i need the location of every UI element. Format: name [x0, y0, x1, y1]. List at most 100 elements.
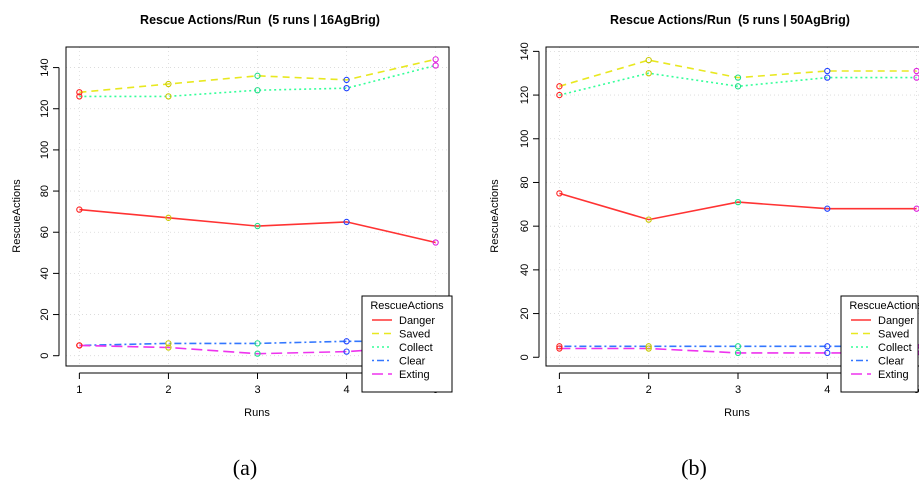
plot-frame	[545, 46, 919, 367]
data-point-saved	[556, 83, 563, 90]
data-point-clear	[824, 343, 831, 350]
data-point-saved	[432, 56, 439, 63]
data-point-saved	[645, 56, 652, 64]
data-point-clear	[556, 343, 563, 350]
data-point-saved	[343, 76, 350, 84]
y-tick-label: 120	[519, 86, 531, 104]
chart-a: 12345020406080100120140Rescue Actions/Ru…	[11, 13, 453, 419]
y-tick-label: 120	[39, 100, 51, 118]
y-tick-label: 80	[519, 176, 531, 188]
data-point-collect	[343, 85, 350, 92]
series-line-collect	[559, 72, 917, 96]
legend-label-saved: Saved	[878, 329, 909, 341]
plot-frame	[65, 46, 450, 367]
x-axis-label: Runs	[724, 407, 750, 419]
data-point-danger	[734, 198, 742, 206]
x-axis-label: Runs	[244, 407, 270, 419]
panel-caption-a: (a)	[205, 455, 285, 481]
data-point-saved	[734, 74, 742, 81]
data-point-collect	[254, 87, 261, 94]
y-tick-label: 60	[39, 226, 51, 238]
x-tick-label: 1	[556, 384, 562, 396]
y-tick-label: 0	[39, 353, 51, 359]
legend-label-collect: Collect	[399, 342, 433, 354]
legend-label-saved: Saved	[399, 329, 430, 341]
data-point-collect	[165, 93, 172, 100]
data-point-danger	[824, 205, 831, 212]
data-point-danger	[76, 206, 83, 213]
data-point-danger	[254, 222, 261, 230]
caption-text-b: (b)	[681, 455, 707, 480]
data-point-clear	[254, 340, 261, 347]
data-point-danger	[645, 216, 652, 223]
y-axis-label: RescueActions	[11, 179, 23, 253]
series-line-danger	[79, 208, 436, 244]
legend-label-danger: Danger	[399, 315, 435, 327]
legend-label-collect: Collect	[878, 342, 912, 354]
y-tick-label: 0	[519, 354, 531, 360]
data-point-exting	[645, 345, 652, 352]
data-point-exting	[343, 348, 350, 355]
data-point-exting	[556, 345, 563, 352]
x-tick-label: 3	[735, 384, 741, 396]
legend-title: RescueActions	[849, 300, 919, 312]
y-tick-label: 20	[519, 307, 531, 319]
y-tick-label: 20	[39, 308, 51, 320]
y-tick-label: 40	[519, 264, 531, 276]
data-point-exting	[165, 344, 172, 351]
legend-box	[840, 295, 919, 393]
data-point-saved	[913, 67, 919, 75]
data-point-clear	[343, 338, 350, 345]
x-tick-label: 4	[824, 384, 830, 396]
data-point-collect	[734, 83, 742, 90]
legend-title: RescueActions	[370, 300, 444, 312]
data-point-saved	[76, 89, 83, 96]
data-point-clear	[165, 340, 172, 347]
caption-text-a: (a)	[232, 455, 258, 480]
chart-title: Rescue Actions/Run (5 runs | 50AgBrig)	[610, 13, 850, 27]
x-tick-label: 2	[165, 384, 171, 396]
y-tick-label: 100	[39, 141, 51, 159]
y-tick-label: 60	[519, 220, 531, 232]
data-point-danger	[913, 205, 919, 212]
legend-label-exting: Exting	[399, 369, 430, 381]
series-line-saved	[559, 59, 917, 88]
data-point-exting	[254, 350, 261, 357]
data-point-clear	[645, 343, 652, 350]
x-tick-label: 2	[646, 384, 652, 396]
data-point-collect	[824, 74, 831, 81]
legend-label-danger: Danger	[878, 315, 914, 327]
data-point-exting	[824, 349, 831, 357]
data-point-exting	[76, 342, 83, 349]
panel-caption-b: (b)	[654, 455, 734, 481]
y-tick-label: 80	[39, 185, 51, 197]
data-point-danger	[343, 218, 350, 226]
legend-box	[361, 295, 453, 393]
series-line-danger	[559, 192, 917, 221]
x-tick-label: 4	[344, 384, 350, 396]
data-point-clear	[734, 343, 742, 350]
legend-label-clear: Clear	[399, 356, 426, 368]
data-point-exting	[734, 349, 742, 357]
data-point-saved	[254, 72, 261, 79]
legend-label-exting: Exting	[878, 369, 909, 381]
legend-label-clear: Clear	[878, 356, 905, 368]
data-point-saved	[165, 80, 172, 88]
y-axis-label: RescueActions	[489, 179, 501, 253]
data-point-danger	[432, 239, 439, 246]
chart-b: 12345020406080100120140Rescue Actions/Ru…	[489, 13, 919, 419]
data-point-collect	[556, 91, 563, 99]
chart-title: Rescue Actions/Run (5 runs | 16AgBrig)	[140, 13, 380, 27]
data-point-collect	[76, 93, 83, 100]
data-point-collect	[913, 74, 919, 81]
data-point-danger	[165, 214, 172, 221]
data-point-collect	[432, 62, 439, 69]
y-tick-label: 100	[519, 130, 531, 148]
y-tick-label: 140	[519, 42, 531, 60]
data-point-collect	[645, 70, 652, 77]
x-tick-label: 1	[76, 384, 82, 396]
y-tick-label: 40	[39, 267, 51, 279]
